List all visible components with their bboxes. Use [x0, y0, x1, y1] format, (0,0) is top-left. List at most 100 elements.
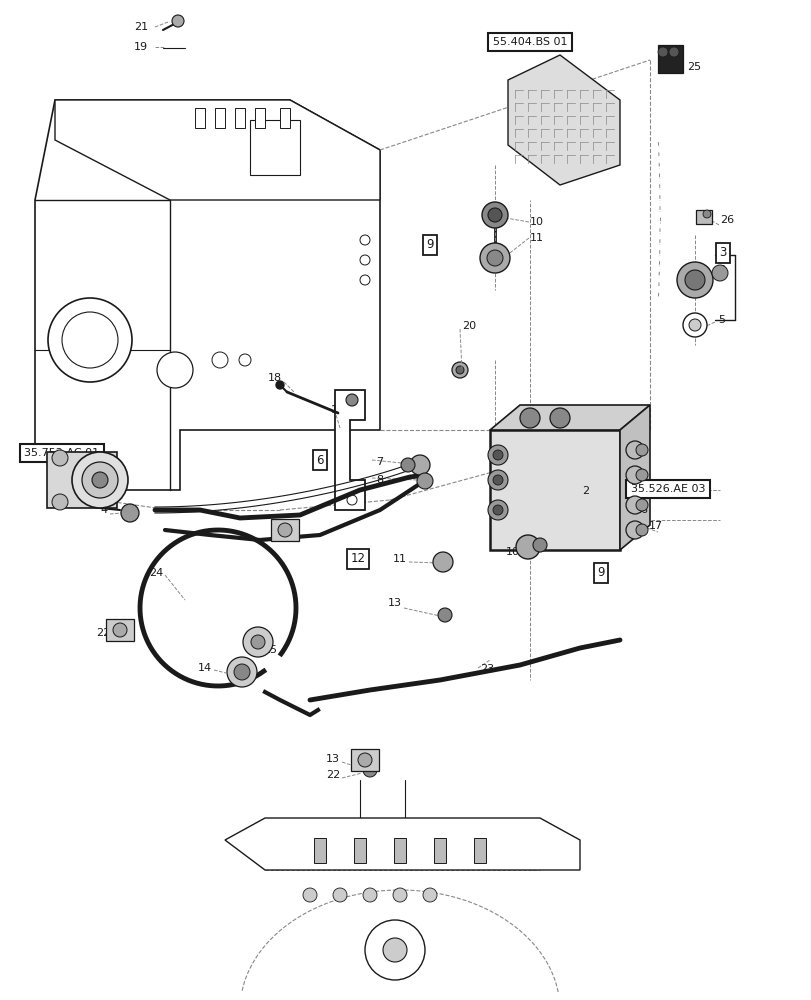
Circle shape	[383, 938, 406, 962]
Circle shape	[172, 15, 184, 27]
Circle shape	[48, 298, 132, 382]
Polygon shape	[335, 390, 365, 510]
Text: 26: 26	[719, 215, 733, 225]
Circle shape	[212, 352, 228, 368]
Text: 4: 4	[717, 265, 724, 275]
Text: 21: 21	[134, 22, 148, 32]
Circle shape	[668, 47, 678, 57]
Circle shape	[277, 523, 292, 537]
Circle shape	[393, 888, 406, 902]
Circle shape	[635, 444, 647, 456]
Circle shape	[359, 235, 370, 245]
Circle shape	[410, 455, 430, 475]
Circle shape	[52, 450, 68, 466]
Text: 35.752.AC 01: 35.752.AC 01	[24, 448, 100, 458]
Circle shape	[532, 538, 547, 552]
Circle shape	[492, 450, 502, 460]
Text: 35.526.AE 03: 35.526.AE 03	[630, 484, 705, 494]
Text: 11: 11	[530, 233, 543, 243]
Circle shape	[684, 270, 704, 290]
Text: 5: 5	[717, 315, 724, 325]
Circle shape	[417, 473, 432, 489]
Circle shape	[487, 500, 508, 520]
Bar	[195, 108, 204, 128]
Circle shape	[365, 920, 424, 980]
Text: 15: 15	[264, 645, 277, 655]
Circle shape	[432, 552, 453, 572]
Polygon shape	[489, 405, 649, 430]
Circle shape	[358, 753, 371, 767]
Circle shape	[452, 362, 467, 378]
Circle shape	[333, 888, 346, 902]
Bar	[215, 108, 225, 128]
Circle shape	[238, 354, 251, 366]
Text: 16: 16	[634, 505, 648, 515]
Bar	[350, 749, 379, 771]
Bar	[255, 108, 264, 128]
Circle shape	[157, 352, 193, 388]
Bar	[280, 108, 290, 128]
Text: 17: 17	[648, 521, 663, 531]
Bar	[271, 519, 298, 541]
Circle shape	[682, 313, 706, 337]
Text: 13: 13	[325, 754, 340, 764]
Text: 9: 9	[597, 566, 604, 580]
Circle shape	[242, 627, 272, 657]
Circle shape	[82, 462, 118, 498]
Bar	[433, 838, 445, 863]
Circle shape	[363, 763, 376, 777]
Text: 6: 6	[315, 454, 324, 466]
Text: 22: 22	[96, 628, 109, 638]
Text: 10: 10	[530, 217, 543, 227]
Bar	[489, 430, 620, 550]
Text: 7: 7	[375, 457, 383, 467]
Circle shape	[345, 394, 358, 406]
Circle shape	[635, 469, 647, 481]
Text: 18: 18	[268, 373, 281, 383]
Polygon shape	[225, 818, 579, 870]
Circle shape	[482, 202, 508, 228]
Circle shape	[487, 470, 508, 490]
Text: 55.404.BS 01: 55.404.BS 01	[492, 37, 567, 47]
Circle shape	[676, 262, 712, 298]
Text: 3: 3	[719, 246, 726, 259]
Circle shape	[549, 408, 569, 428]
Text: 13: 13	[388, 598, 401, 608]
Bar	[354, 838, 366, 863]
Circle shape	[515, 535, 539, 559]
Circle shape	[711, 265, 727, 281]
Circle shape	[363, 888, 376, 902]
Circle shape	[303, 888, 316, 902]
Bar	[106, 619, 134, 641]
Circle shape	[423, 888, 436, 902]
Circle shape	[113, 623, 127, 637]
Circle shape	[625, 441, 643, 459]
Circle shape	[234, 664, 250, 680]
Circle shape	[456, 366, 463, 374]
Circle shape	[657, 47, 667, 57]
Text: 8: 8	[375, 475, 383, 485]
Circle shape	[92, 472, 108, 488]
Bar	[657, 45, 682, 73]
Bar	[250, 120, 299, 175]
Text: 1: 1	[331, 405, 337, 415]
Circle shape	[359, 255, 370, 265]
Circle shape	[276, 381, 284, 389]
Circle shape	[492, 475, 502, 485]
Bar	[474, 838, 486, 863]
Text: 2: 2	[581, 486, 588, 496]
Polygon shape	[620, 405, 649, 550]
Circle shape	[492, 505, 502, 515]
Circle shape	[346, 495, 357, 505]
Circle shape	[359, 275, 370, 285]
Circle shape	[62, 312, 118, 368]
Polygon shape	[508, 55, 620, 185]
Bar	[393, 838, 406, 863]
Bar	[314, 838, 325, 863]
Text: 14: 14	[198, 663, 212, 673]
Circle shape	[227, 657, 257, 687]
Circle shape	[635, 524, 647, 536]
Circle shape	[251, 635, 264, 649]
Circle shape	[52, 494, 68, 510]
Circle shape	[702, 210, 710, 218]
